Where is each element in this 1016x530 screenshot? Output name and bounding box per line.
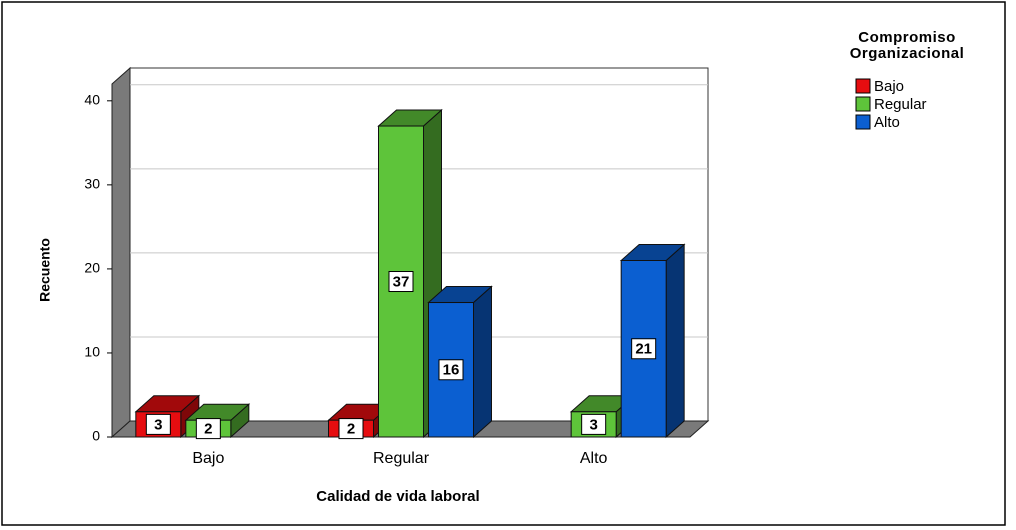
value-label: 2 [347, 421, 355, 438]
value-label-box [581, 413, 607, 435]
y-tick-label: 40 [84, 92, 100, 108]
x-tick-label: Alto [580, 450, 608, 467]
value-label-box [195, 418, 221, 440]
value-label: 3 [589, 416, 597, 433]
legend-label: Regular [874, 96, 927, 113]
value-label-box [388, 271, 414, 293]
value-label-box [338, 418, 364, 440]
legend-swatch [855, 96, 871, 112]
y-tick-label: 20 [84, 260, 100, 276]
bar-side [473, 285, 492, 439]
frame [1, 1, 1006, 526]
value-label: 16 [443, 362, 460, 379]
value-label-box [631, 338, 657, 360]
y-axis-title: Recuento [37, 238, 53, 302]
legend-swatch [855, 78, 871, 94]
y-tick-label: 0 [92, 428, 100, 444]
x-tick-label: Regular [373, 450, 430, 467]
y-tick-label: 30 [84, 176, 100, 192]
value-label: 2 [204, 421, 212, 438]
x-tick-label: Bajo [192, 450, 224, 467]
value-label: 21 [635, 341, 652, 358]
legend-label: Alto [874, 114, 900, 131]
left-wall [111, 66, 131, 439]
y-tick-label: 10 [84, 344, 100, 360]
legend-label: Bajo [874, 78, 904, 95]
legend-title: Compromiso Organizacional [849, 29, 965, 62]
x-axis-title: Calidad de vida laboral [316, 488, 479, 505]
legend-swatch [855, 114, 871, 130]
bar-side [665, 243, 685, 439]
value-label: 37 [393, 273, 410, 290]
bar [428, 302, 474, 438]
value-label-box [438, 359, 464, 381]
value-label-box [145, 413, 171, 435]
value-label: 3 [154, 416, 162, 433]
